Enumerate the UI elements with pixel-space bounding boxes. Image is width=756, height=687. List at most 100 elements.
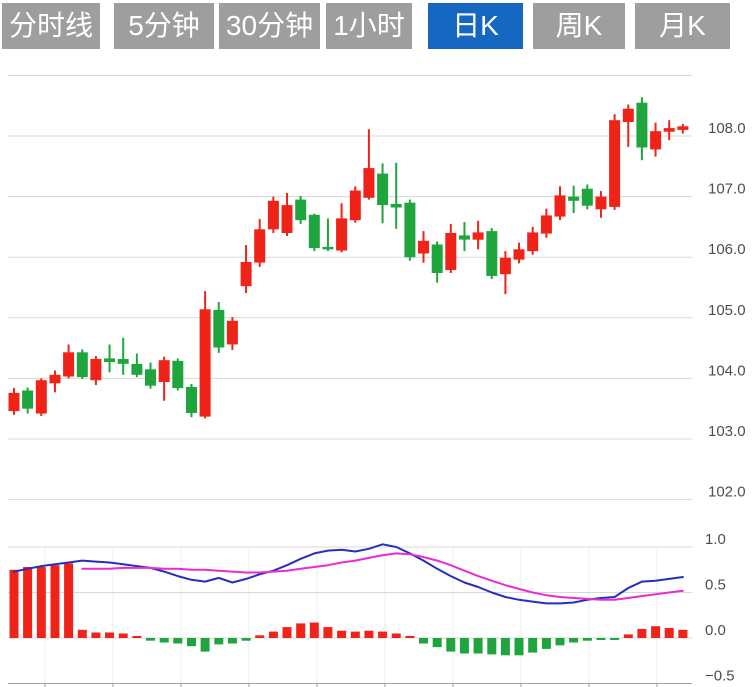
candle-body: [568, 196, 580, 201]
macd-axis-label: −0.5: [705, 668, 735, 685]
macd-bar: [514, 638, 524, 656]
macd-bar: [664, 628, 674, 638]
macd-bar: [173, 638, 183, 644]
macd-bar: [582, 638, 592, 641]
macd-bar: [36, 567, 46, 638]
candle-body: [199, 309, 211, 417]
macd-axis-label: 0.0: [705, 622, 726, 639]
macd-bar: [623, 634, 633, 638]
candle-body: [595, 196, 607, 210]
candle-body: [308, 214, 320, 249]
candle-body: [677, 126, 689, 130]
candle-body: [295, 199, 307, 221]
candle-body: [172, 360, 184, 389]
macd-bar: [391, 633, 401, 638]
tab-30min[interactable]: 30分钟: [219, 3, 320, 49]
candle-body: [363, 168, 375, 198]
candle-body: [663, 128, 675, 132]
candle-body: [622, 108, 634, 122]
price-axis-labels: 108.0 107.0 106.0 105.0 104.0 103.0 102.0: [708, 120, 746, 501]
macd-bar: [569, 638, 579, 643]
macd-bar: [337, 630, 347, 638]
candle-body: [213, 309, 225, 348]
candle-body: [418, 240, 429, 254]
dif-line: [13, 543, 684, 605]
candle-body: [513, 249, 525, 260]
tab-weekly-k[interactable]: 周K: [533, 3, 625, 49]
macd-bar: [77, 629, 87, 638]
macd-bar: [555, 638, 565, 646]
candle-body: [336, 218, 348, 251]
candle-body: [527, 232, 539, 252]
dea-line: [81, 552, 684, 601]
price-axis-label: 108.0: [708, 120, 746, 137]
macd-bar: [118, 633, 128, 638]
macd-bar: [528, 638, 538, 653]
candle-body: [554, 195, 566, 217]
tab-1hour[interactable]: 1小时: [326, 3, 412, 49]
candle-body: [445, 233, 457, 270]
candle-body: [104, 358, 115, 362]
macd-bar: [637, 628, 647, 638]
candle-body: [581, 188, 593, 206]
candle-body: [267, 200, 279, 230]
macd-bar: [432, 638, 442, 648]
macd-bar: [309, 622, 319, 638]
macd-axis-label: 1.0: [705, 531, 726, 548]
macd-bar: [541, 638, 551, 649]
candle-body: [186, 386, 197, 413]
macd-bar: [187, 638, 196, 647]
macd-axis-label: 0.5: [705, 577, 726, 594]
candle-body: [76, 352, 88, 378]
macd-bar: [23, 567, 33, 638]
macd-bar: [446, 638, 456, 652]
candle-body: [8, 392, 20, 412]
macd-bar: [50, 565, 60, 638]
candle-body: [390, 203, 402, 208]
candle-body: [636, 102, 648, 148]
macd-bar: [227, 638, 237, 644]
candle-body: [22, 390, 34, 409]
tab-minute-line[interactable]: 分时线: [2, 3, 100, 49]
candle-body: [90, 359, 102, 381]
candle-body: [472, 232, 484, 240]
macd-bar: [378, 631, 388, 638]
macd-bar: [419, 638, 428, 644]
candle-body: [609, 120, 621, 207]
macd-bar: [296, 623, 306, 638]
macd-bar: [473, 638, 483, 654]
tab-5min[interactable]: 5分钟: [114, 3, 214, 49]
macd-bar: [268, 631, 278, 638]
candle-body: [254, 229, 266, 263]
macd-bar: [459, 638, 469, 654]
macd-bar: [146, 638, 155, 641]
candle-body: [35, 380, 47, 414]
macd-bar: [105, 632, 114, 638]
candlestick-series: [8, 97, 689, 419]
macd-bar: [364, 630, 374, 638]
candle-body: [540, 215, 552, 234]
interval-tabbar: 分时线 5分钟 30分钟 1小时 日K 周K 月K: [0, 3, 756, 49]
macd-lines: [13, 543, 684, 605]
tab-monthly-k[interactable]: 月K: [635, 3, 730, 49]
candle-body: [431, 244, 443, 273]
price-axis-label: 102.0: [708, 484, 746, 501]
macd-axis-labels: 1.0 0.5 0.0 −0.5: [705, 531, 735, 685]
tab-daily-k[interactable]: 日K: [428, 3, 523, 49]
candle-body: [49, 374, 61, 384]
macd-bar: [214, 638, 224, 645]
macd-bar: [487, 638, 497, 655]
macd-bar: [241, 638, 251, 641]
candle-body: [158, 360, 170, 382]
macd-bar: [678, 629, 688, 638]
price-axis-label: 105.0: [708, 302, 746, 319]
candle-body: [240, 262, 252, 287]
candle-body: [281, 205, 293, 233]
macd-bar: [323, 627, 333, 638]
macd-bar: [64, 563, 74, 638]
candle-body: [322, 246, 334, 250]
candle-body: [377, 173, 389, 206]
candle-body: [63, 352, 75, 377]
candle-body: [226, 320, 238, 345]
